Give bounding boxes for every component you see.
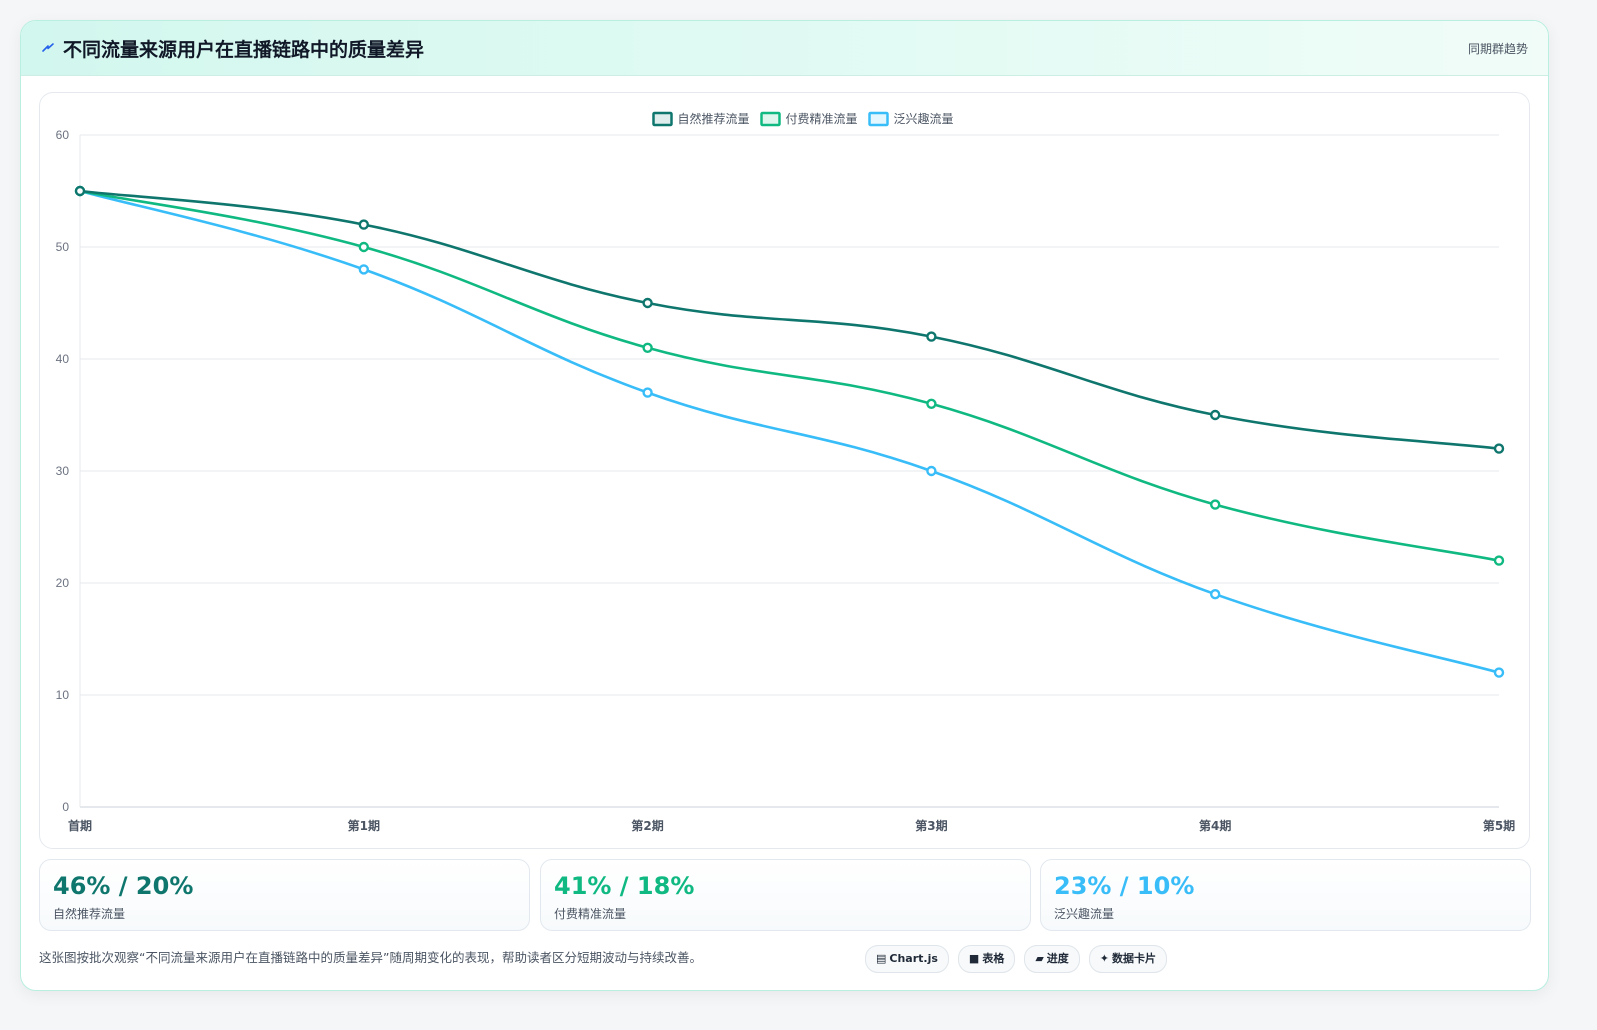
data-point[interactable]	[1209, 589, 1221, 600]
tag-label: Chart.js	[889, 952, 938, 965]
progress-icon: ▰	[1035, 952, 1044, 965]
data-point[interactable]	[1493, 555, 1505, 566]
data-point[interactable]	[1493, 443, 1505, 454]
legend-label[interactable]: 泛兴趣流量	[894, 111, 954, 126]
series-line	[79, 189, 1500, 674]
table-icon: ■	[968, 952, 980, 965]
stat-card-interest: 23% / 10% 泛兴趣流量	[1040, 859, 1531, 931]
tag-progress[interactable]: ▰ 进度	[1024, 945, 1080, 973]
data-point[interactable]	[1209, 409, 1221, 421]
data-point[interactable]	[642, 342, 653, 354]
data-point[interactable]	[1493, 667, 1505, 678]
x-tick-label: 第2期	[631, 818, 663, 833]
y-tick-label: 10	[56, 688, 70, 702]
data-point[interactable]	[926, 331, 937, 342]
y-tick-label: 50	[56, 240, 70, 254]
page-title: 不同流量来源用户在直播链路中的质量差异	[63, 39, 425, 61]
x-tick-label: 第4期	[1199, 818, 1231, 833]
x-tick-label: 第3期	[915, 818, 947, 833]
legend-label[interactable]: 自然推荐流量	[678, 111, 750, 126]
page-subtitle: 同期群趋势	[1467, 42, 1528, 56]
chart-icon: ▤	[876, 952, 887, 965]
stat-label: 泛兴趣流量	[1054, 907, 1115, 921]
data-point[interactable]	[1209, 499, 1221, 510]
data-point[interactable]	[642, 297, 653, 309]
card-header: 不同流量来源用户在直播链路中的质量差异 同期群趋势	[21, 21, 1548, 76]
x-tick-label: 首期	[68, 818, 92, 833]
legend-swatch[interactable]	[652, 111, 673, 127]
stat-value: 23% / 10%	[1054, 872, 1195, 900]
data-point[interactable]	[642, 387, 653, 398]
dashboard-card: 不同流量来源用户在直播链路中的质量差异 同期群趋势 0 10 20 30 40 50 60 首…	[20, 20, 1549, 991]
stat-value: 46% / 20%	[53, 872, 194, 900]
y-tick-label: 60	[56, 128, 70, 142]
series-line	[79, 189, 1500, 562]
legend-swatch[interactable]	[868, 111, 889, 127]
data-point[interactable]	[358, 241, 369, 253]
y-tick-label: 30	[56, 464, 70, 478]
lightning-icon	[42, 43, 54, 52]
tag-list: ▤ Chart.js ■ 表格 ▰ 进度 ✦ 数据卡片	[865, 945, 1168, 973]
tag-table[interactable]: ■ 表格	[957, 945, 1016, 973]
tag-label: 进度	[1046, 952, 1069, 965]
y-tick-label: 40	[56, 352, 70, 366]
data-point[interactable]	[358, 264, 369, 275]
chart-container: 0 10 20 30 40 50 60 首期 第1期 第2期 第3期 第4期 第5期 自然推荐流量 付费精准…	[39, 92, 1530, 849]
tag-chartjs[interactable]: ▤ Chart.js	[865, 945, 949, 973]
y-tick-label: 20	[56, 576, 70, 590]
stat-label: 付费精准流量	[554, 907, 627, 921]
line-chart: 0 10 20 30 40 50 60 首期 第1期 第2期 第3期 第4期 第5期 自然推荐流量 付费精准…	[56, 111, 1516, 833]
footer-note: 这张图按批次观察“不同流量来源用户在直播链路中的质量差异”随周期变化的表现，帮助…	[39, 950, 702, 965]
x-tick-label: 第1期	[348, 818, 380, 833]
stat-value: 41% / 18%	[554, 872, 695, 900]
sparkle-icon: ✦	[1099, 952, 1110, 965]
x-tick-label: 第5期	[1483, 818, 1515, 833]
y-tick-label: 0	[62, 800, 69, 814]
tag-label: 表格	[982, 952, 1005, 965]
tag-label: 数据卡片	[1112, 952, 1157, 965]
legend-swatch[interactable]	[760, 111, 781, 127]
stat-label: 自然推荐流量	[53, 907, 126, 921]
legend-label[interactable]: 付费精准流量	[786, 112, 858, 126]
data-point[interactable]	[358, 219, 369, 230]
stat-card-natural: 46% / 20% 自然推荐流量	[39, 859, 530, 931]
tag-data-card[interactable]: ✦ 数据卡片	[1088, 945, 1168, 973]
data-point[interactable]	[926, 465, 937, 477]
series-line	[79, 189, 1500, 450]
data-point[interactable]	[926, 398, 937, 409]
stat-card-paid: 41% / 18% 付费精准流量	[540, 859, 1031, 931]
data-point[interactable]	[74, 185, 86, 197]
